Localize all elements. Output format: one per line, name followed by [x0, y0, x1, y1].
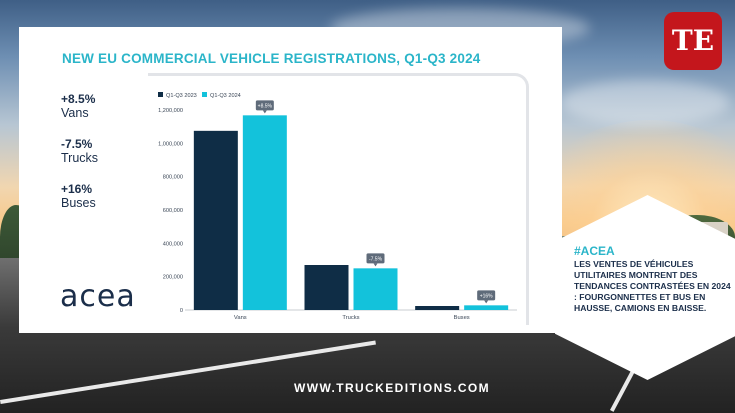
chart-card: NEW EU COMMERCIAL VEHICLE REGISTRATIONS,… [19, 27, 562, 333]
legend-swatch [202, 92, 207, 97]
change-badge-label: -7.5% [369, 256, 383, 262]
y-tick-label: 1,200,000 [158, 108, 183, 114]
stat-vans: +8.5% Vans [61, 92, 95, 120]
bar-chart: 0 200,000 400,000 600,000 800,000 1,000,000 1,… [158, 92, 517, 321]
stat-pct: +16% [61, 182, 93, 196]
callout-text: LES VENTES DE VÉHICULES UTILITAIRES MONT… [574, 259, 731, 313]
change-badge [366, 253, 385, 264]
change-badge-pointer [484, 300, 489, 304]
y-tick-label: 1,000,000 [158, 141, 183, 147]
x-tick-label: Buses [454, 315, 470, 321]
stat-label: Buses [61, 196, 96, 210]
acea-logo: acea [60, 279, 136, 314]
bar-buses-2024 [464, 305, 509, 310]
legend-label: Q1-Q3 2023 [166, 93, 197, 99]
bar-vans-2024 [242, 115, 287, 310]
change-badge [477, 290, 496, 301]
chart-panel [148, 73, 529, 325]
website-url[interactable]: WWW.TRUCKEDITIONS.COM [294, 381, 491, 395]
stat-label: Vans [61, 106, 89, 120]
change-badge-pointer [373, 263, 378, 267]
y-tick-label: 400,000 [163, 241, 183, 247]
truckeditions-logo [664, 12, 722, 70]
bar-trucks-2023 [304, 265, 349, 310]
callout-hashtag: #ACEA [574, 244, 615, 258]
stat-pct: -7.5% [61, 137, 93, 151]
y-tick-label: 600,000 [163, 208, 183, 214]
x-tick-label: Trucks [342, 315, 359, 321]
truckeditions-logo-mark: TE [671, 24, 715, 57]
bar-trucks-2024 [353, 268, 398, 310]
y-tick-label: 200,000 [163, 275, 183, 281]
legend-label: Q1-Q3 2024 [210, 93, 241, 99]
bar-vans-2023 [193, 130, 238, 310]
legend-swatch [158, 92, 163, 97]
x-tick-label: Vans [234, 315, 247, 321]
stat-buses: +16% Buses [61, 182, 96, 210]
change-badge [255, 100, 274, 111]
change-badge-label: +8.5% [258, 103, 273, 109]
y-tick-label: 0 [180, 308, 183, 314]
stat-label: Trucks [61, 151, 99, 165]
change-badge-label: +16% [480, 293, 493, 299]
y-tick-label: 800,000 [163, 175, 183, 181]
stat-pct: +8.5% [61, 92, 96, 106]
change-badge-pointer [262, 110, 267, 114]
stat-trucks: -7.5% Trucks [61, 137, 98, 165]
cloud [560, 80, 730, 125]
bar-buses-2023 [415, 306, 460, 310]
chart-title: NEW EU COMMERCIAL VEHICLE REGISTRATIONS,… [62, 51, 481, 66]
